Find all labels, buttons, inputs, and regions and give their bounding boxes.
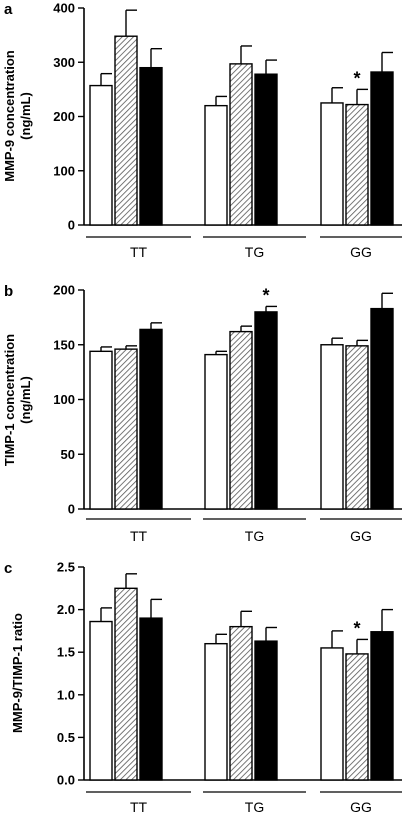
bar-gg-open bbox=[320, 344, 344, 510]
y-tick-label: 200 bbox=[53, 109, 75, 124]
y-tick-label: 100 bbox=[53, 163, 75, 178]
bar-tg-solid bbox=[254, 73, 278, 226]
panel-letter: a bbox=[4, 1, 13, 18]
y-tick-label: 0.5 bbox=[57, 730, 75, 745]
bar-tt-open bbox=[89, 620, 113, 781]
y-tick-label: 1.0 bbox=[57, 687, 75, 702]
bar-tg-hatched bbox=[229, 63, 253, 226]
group-label-tt: TT bbox=[130, 528, 148, 544]
group-label-tt: TT bbox=[130, 799, 148, 815]
bar-tg-open bbox=[204, 642, 228, 781]
y-tick-label: 400 bbox=[53, 1, 75, 16]
y-tick-label: 200 bbox=[53, 283, 75, 298]
panel-b: b 0 50 100 150 200 TIMP-1 concentration (ng/mL)… bbox=[2, 283, 402, 544]
bar-gg-solid bbox=[370, 71, 394, 226]
bar-tg-open bbox=[204, 104, 228, 226]
y-tick-label: 100 bbox=[53, 392, 75, 407]
bar-gg-hatched bbox=[345, 345, 369, 510]
panel-c: c 0.0 0.5 1.0 1.5 2.0 2.5 MMP-9/TIMP-1 ratio TT T… bbox=[4, 560, 402, 815]
significance-star: * bbox=[262, 285, 269, 305]
y-axis-label: MMP-9/TIMP-1 ratio bbox=[10, 613, 25, 733]
y-axis-label: MMP-9 concentration bbox=[2, 50, 17, 182]
y-tick-label: 150 bbox=[53, 337, 75, 352]
group-label-gg: GG bbox=[350, 244, 372, 260]
panel-letter: b bbox=[4, 283, 13, 300]
bar-tt-solid bbox=[139, 328, 163, 510]
y-tick-label: 2.0 bbox=[57, 602, 75, 617]
bar-tg-solid bbox=[254, 640, 278, 781]
bar-gg-hatched bbox=[345, 653, 369, 781]
panel-letter: c bbox=[4, 560, 12, 577]
y-tick-label: 0 bbox=[68, 502, 75, 517]
y-tick-label: 300 bbox=[53, 55, 75, 70]
bar-tt-solid bbox=[139, 66, 163, 226]
bar-tg-hatched bbox=[229, 330, 253, 510]
group-label-tg: TG bbox=[245, 528, 264, 544]
y-tick-label: 50 bbox=[61, 447, 75, 462]
group-label-gg: GG bbox=[350, 528, 372, 544]
bar-tg-solid bbox=[254, 311, 278, 510]
bar-gg-hatched bbox=[345, 103, 369, 226]
bar-tt-open bbox=[89, 350, 113, 510]
bar-gg-open bbox=[320, 647, 344, 781]
y-tick-label: 2.5 bbox=[57, 560, 75, 575]
group-label-gg: GG bbox=[350, 799, 372, 815]
group-label-tt: TT bbox=[130, 244, 148, 260]
group-label-tg: TG bbox=[245, 799, 264, 815]
significance-star: * bbox=[353, 68, 360, 88]
panel-a: a 0 100 200 300 400 MMP-9 concentration (ng/mL)… bbox=[2, 1, 402, 260]
bar-tt-open bbox=[89, 84, 113, 226]
y-axis-label: (ng/mL) bbox=[18, 376, 33, 424]
bar-tt-hatched bbox=[114, 348, 138, 510]
y-tick-label: 1.5 bbox=[57, 645, 75, 660]
bar-tg-hatched bbox=[229, 625, 253, 781]
bar-tt-hatched bbox=[114, 587, 138, 781]
bar-tt-solid bbox=[139, 617, 163, 781]
bar-tg-open bbox=[204, 353, 228, 510]
y-axis-label: TIMP-1 concentration bbox=[2, 334, 17, 466]
bar-gg-solid bbox=[370, 307, 394, 510]
bar-gg-solid bbox=[370, 631, 394, 781]
bar-tt-hatched bbox=[114, 35, 138, 226]
bar-gg-open bbox=[320, 102, 344, 226]
significance-star: * bbox=[353, 618, 360, 638]
group-label-tg: TG bbox=[245, 244, 264, 260]
y-tick-label: 0 bbox=[68, 218, 75, 233]
y-tick-label: 0.0 bbox=[57, 773, 75, 788]
y-axis-label: (ng/mL) bbox=[18, 92, 33, 140]
